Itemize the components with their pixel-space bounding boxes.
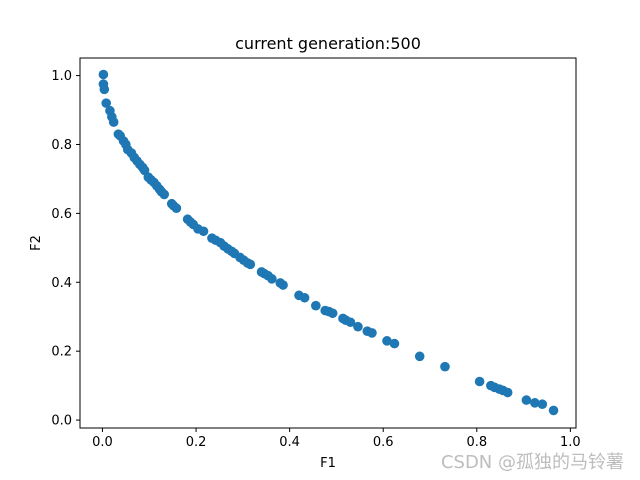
x-ticks: 0.0 0.2 0.4 0.6 0.8 1.0	[92, 428, 581, 450]
scatter-point	[159, 189, 170, 200]
scatter-point	[99, 84, 110, 95]
x-tick-label: 0.8	[466, 435, 487, 450]
scatter-point	[440, 361, 450, 372]
scatter-point	[537, 399, 548, 410]
scatter-point	[171, 203, 182, 213]
x-axis-label: F1	[320, 456, 336, 471]
x-tick-label: 0.4	[279, 435, 300, 450]
scatter-point	[353, 321, 363, 332]
y-tick-label: 0.0	[51, 414, 72, 429]
watermark: CSDN @孤独的马铃薯	[441, 452, 624, 473]
y-tick-label: 1.0	[51, 69, 72, 84]
y-axis-label: F2	[29, 235, 44, 251]
scatter-point	[382, 336, 392, 346]
scatter-point	[98, 69, 109, 80]
scatter-point	[345, 317, 356, 328]
x-tick-label: 1.0	[560, 435, 581, 450]
marks-layer	[98, 69, 559, 416]
scatter-point	[367, 328, 377, 338]
chart-title: current generation:500	[235, 34, 421, 53]
x-tick-label: 0.6	[373, 435, 394, 450]
scatter-point	[299, 292, 310, 303]
y-tick-label: 0.4	[51, 276, 72, 291]
y-tick-label: 0.2	[51, 345, 72, 360]
scatter-point	[474, 376, 485, 387]
plot-frame	[79, 57, 577, 429]
scatter-point	[278, 280, 288, 290]
scatter-point	[521, 395, 532, 405]
scatter-point	[327, 308, 338, 319]
x-tick-label: 0.0	[92, 435, 113, 450]
scatter-point	[548, 405, 559, 416]
x-tick-label: 0.2	[186, 435, 207, 450]
scatter-point	[530, 398, 540, 408]
y-ticks: 0.0 0.2 0.4 0.6 0.8 1.0	[51, 69, 80, 429]
scatter-point	[108, 117, 119, 127]
scatter-point	[267, 274, 277, 284]
y-tick-label: 0.6	[51, 207, 72, 222]
scatter-point	[198, 226, 209, 237]
scatter-point	[414, 351, 425, 362]
scatter-point	[245, 259, 256, 270]
scatter-point	[311, 300, 321, 311]
scatter-point	[101, 98, 111, 108]
scatter-point	[389, 338, 400, 349]
scatter-point	[502, 387, 513, 398]
y-tick-label: 0.8	[51, 138, 72, 153]
